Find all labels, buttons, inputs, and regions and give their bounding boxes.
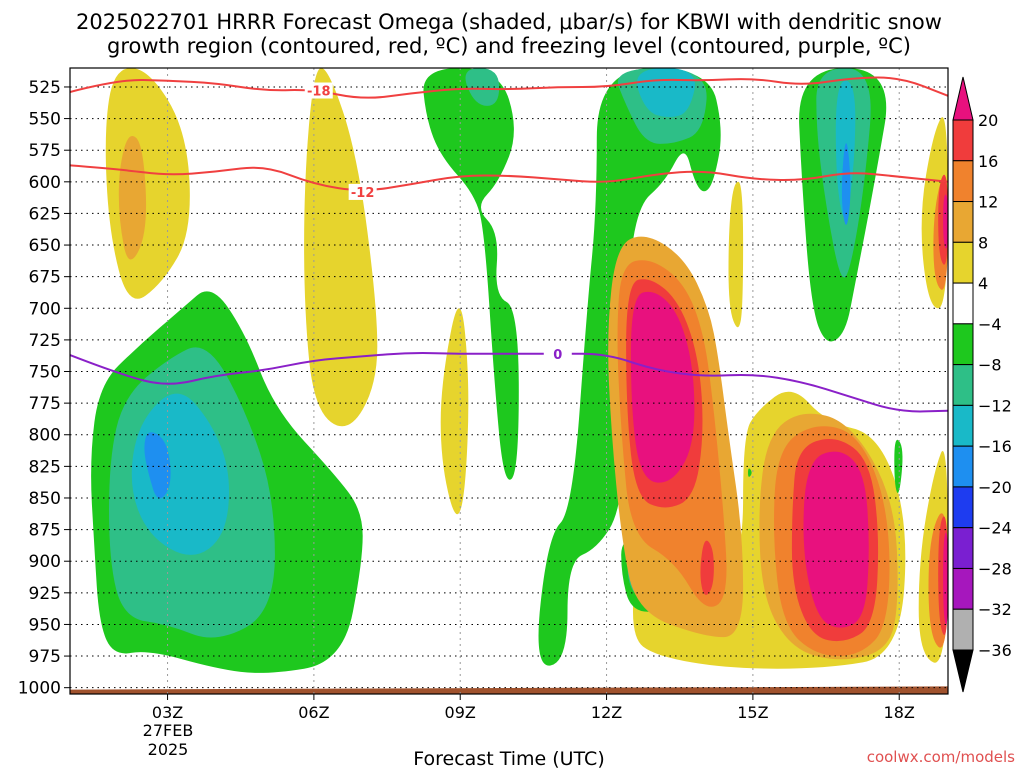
colorbar: 20 16 12 8 4 −4 −8 −12 −16 −20 −24 −28 −32 −36 [952, 76, 1012, 693]
omega-region-20-10-3 [943, 532, 948, 626]
contour-label-bg--18 [304, 82, 333, 99]
omega-region--16-5-0 [144, 432, 171, 499]
y-tick-label-700: 700 [29, 299, 61, 319]
contour-line-0 [70, 352, 948, 413]
temperature-contours: -18 -12 0 [70, 76, 948, 413]
colorbar-label-9: −20 [978, 478, 1012, 497]
x-tick-label-15Z: 15Z [737, 703, 768, 722]
chart-title-line-2: growth region (contoured, red, ºC) and f… [107, 34, 911, 58]
omega-region--4-2-2 [538, 68, 721, 666]
omega-region--4-2-5 [748, 468, 752, 477]
colorbar-band-4 [952, 241, 974, 284]
y-tick-label-600: 600 [29, 173, 61, 193]
omega-region-16-9-1 [700, 540, 714, 595]
y-tick-label-675: 675 [29, 268, 61, 288]
omega-shading [91, 68, 948, 673]
pressure-axis: 525 550 575 600 625 650 675 700 725 750 775 800 825 8… [18, 78, 70, 699]
x-tick-label-09Z: 09Z [445, 703, 476, 722]
omega-region-20-10-1 [803, 451, 869, 628]
time-axis: 03Z 06Z 09Z 12Z 15Z 18Z [152, 694, 915, 722]
colorbar-label-13: −36 [978, 641, 1012, 660]
source-credit: coolwx.com/models [867, 748, 1015, 766]
contour-line--18 [70, 76, 948, 99]
x-tick-label-03Z: 03Z [152, 703, 183, 722]
colorbar-band-9 [952, 445, 974, 488]
omega-region-4-0-2 [440, 308, 469, 515]
contour-label--12: -12 [351, 186, 375, 201]
omega-region-4-0-1 [304, 68, 378, 427]
chart-title-line-1: 2025022701 HRRR Forecast Omega (shaded, … [76, 10, 942, 34]
colorbar-bottom-arrow [952, 649, 974, 693]
y-tick-label-725: 725 [29, 331, 61, 351]
omega-region--8-3-1 [465, 68, 500, 106]
colorbar-band-7 [952, 364, 974, 406]
colorbar-band-5 [952, 282, 974, 325]
y-tick-label-900: 900 [29, 552, 61, 572]
colorbar-label-12: −32 [978, 600, 1012, 619]
colorbar-label-0: 20 [978, 111, 998, 130]
colorbar-label-6: −8 [978, 356, 1002, 375]
y-tick-label-625: 625 [29, 204, 61, 224]
omega-region-20-10-0 [630, 291, 695, 483]
colorbar-band-6 [952, 323, 974, 366]
plot-frame [69, 67, 949, 695]
colorbar-band-12 [952, 567, 974, 610]
omega-region--16-5-1 [841, 143, 851, 225]
ground-surface [70, 686, 948, 694]
y-tick-label-750: 750 [29, 363, 61, 383]
colorbar-band-11 [952, 527, 974, 569]
x-axis-label: Forecast Time (UTC) [413, 748, 604, 768]
y-tick-label-850: 850 [29, 489, 61, 509]
contour-label-bg--12 [348, 183, 377, 200]
y-tick-label-925: 925 [29, 584, 61, 604]
colorbar-label-3: 8 [978, 233, 988, 252]
y-tick-label-650: 650 [29, 236, 61, 256]
y-tick-label-575: 575 [29, 141, 61, 161]
contour-label--18: -18 [307, 85, 331, 100]
colorbar-label-10: −24 [978, 519, 1012, 538]
y-tick-label-875: 875 [29, 521, 61, 541]
contour-label-bg-0 [543, 345, 572, 362]
colorbar-band-10 [952, 486, 974, 529]
x-tick-label-18Z: 18Z [884, 703, 915, 722]
y-tick-label-825: 825 [29, 457, 61, 477]
colorbar-band-13 [952, 608, 974, 651]
colorbar-label-4: 4 [978, 274, 988, 293]
date-label-day: 27FEB [143, 721, 194, 740]
colorbar-label-8: −16 [978, 437, 1012, 456]
colorbar-band-8 [952, 404, 974, 447]
omega-region-8-1-0 [118, 135, 147, 260]
y-tick-label-550: 550 [29, 110, 61, 130]
y-tick-label-775: 775 [29, 394, 61, 414]
colorbar-band-3 [952, 201, 974, 243]
contour-label-0: 0 [553, 348, 562, 363]
y-tick-label-525: 525 [29, 78, 61, 98]
omega-region-4-0-4 [728, 181, 744, 328]
grid-lines [70, 68, 948, 694]
omega-region--4-2-6 [894, 439, 903, 493]
x-tick-label-12Z: 12Z [591, 703, 622, 722]
y-tick-label-950: 950 [29, 615, 61, 635]
colorbar-label-5: −4 [978, 315, 1002, 334]
omega-region--4-2-1 [423, 68, 519, 480]
contour-line--12 [70, 164, 948, 191]
colorbar-top-arrow [952, 76, 974, 121]
x-tick-label-06Z: 06Z [298, 703, 329, 722]
y-tick-label-1000: 1000 [18, 679, 61, 699]
colorbar-band-1 [952, 119, 974, 162]
y-tick-label-975: 975 [29, 647, 61, 667]
colorbar-label-11: −28 [978, 559, 1012, 578]
colorbar-label-1: 16 [978, 152, 998, 171]
colorbar-label-2: 12 [978, 193, 998, 212]
y-tick-label-800: 800 [29, 426, 61, 446]
omega-region-20-10-2 [943, 194, 948, 249]
ground-layer [70, 686, 948, 694]
date-label-year: 2025 [148, 740, 189, 759]
colorbar-label-7: −12 [978, 396, 1012, 415]
colorbar-band-2 [952, 160, 974, 203]
